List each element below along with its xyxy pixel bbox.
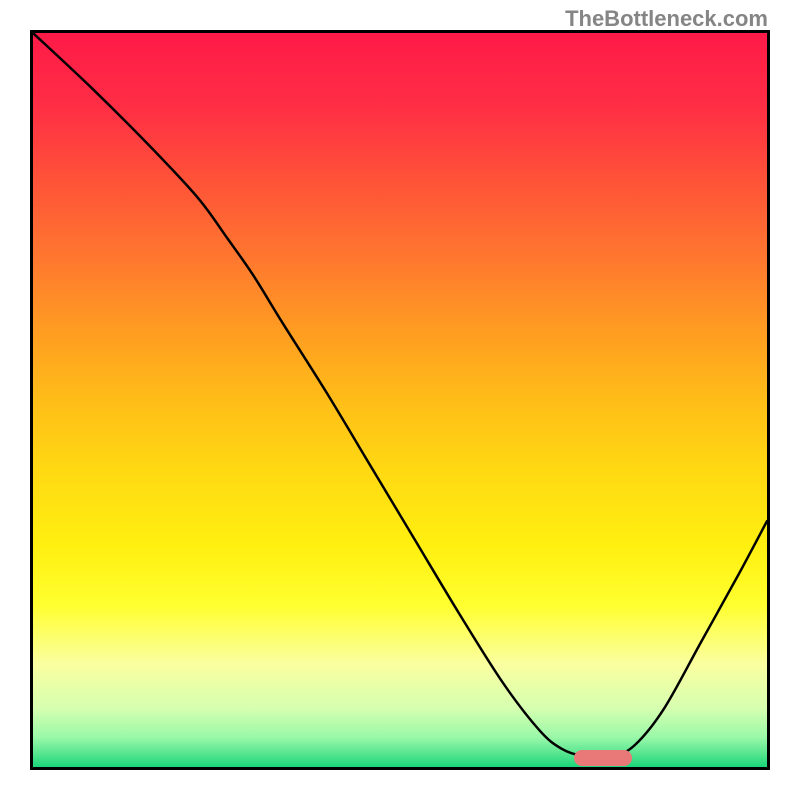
watermark-text: TheBottleneck.com — [565, 6, 768, 32]
optimum-marker — [574, 750, 632, 766]
gradient-background — [33, 33, 767, 767]
chart-frame — [30, 30, 770, 770]
